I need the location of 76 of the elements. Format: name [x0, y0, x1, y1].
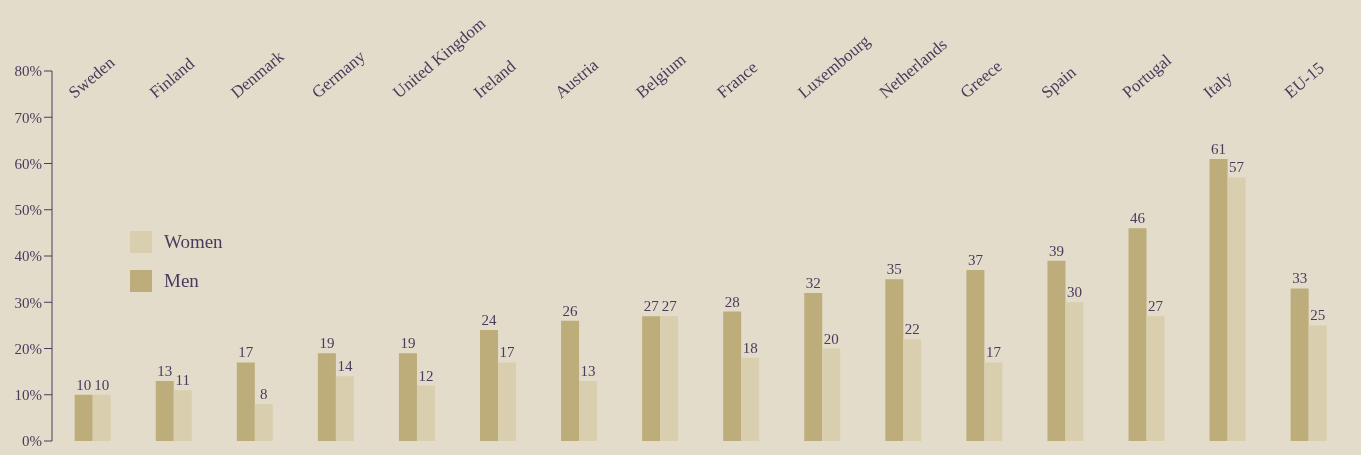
y-tick-label: 80%	[14, 63, 42, 80]
y-tick-label: 10%	[14, 387, 42, 404]
bar	[741, 357, 760, 441]
y-tick-label: 20%	[14, 340, 42, 357]
data-label: 46	[1130, 210, 1146, 227]
bar	[92, 394, 111, 441]
bar	[236, 362, 255, 441]
bar	[966, 269, 985, 441]
data-label: 13	[157, 362, 173, 379]
data-label: 19	[400, 335, 416, 352]
y-tick-label: 70%	[14, 109, 42, 126]
data-label: 32	[805, 275, 821, 291]
data-label: 22	[904, 321, 920, 338]
bar	[561, 320, 580, 441]
data-label: 25	[1310, 307, 1326, 324]
data-label: 17	[238, 344, 254, 361]
bar	[822, 348, 841, 441]
data-label: 19	[319, 335, 335, 352]
data-label: 13	[580, 362, 596, 379]
data-label: 20	[823, 330, 839, 347]
bar	[984, 362, 1003, 441]
data-label: 30	[1066, 284, 1082, 301]
bar	[74, 394, 93, 441]
bar	[254, 404, 273, 441]
y-tick-label: 0%	[22, 433, 42, 450]
bar	[1128, 228, 1147, 441]
bar	[660, 316, 679, 441]
bar	[903, 339, 922, 441]
y-tick-label: 40%	[14, 248, 42, 265]
data-label: 28	[724, 293, 740, 310]
bar	[498, 362, 517, 441]
legend-label: Women	[164, 230, 223, 253]
bar	[1065, 302, 1084, 441]
data-label: 12	[418, 367, 434, 384]
bar	[885, 279, 904, 441]
data-label: 18	[742, 339, 758, 356]
data-label: 39	[1048, 242, 1064, 259]
data-label: 11	[175, 372, 190, 389]
data-label: 37	[967, 251, 984, 268]
bar	[804, 293, 823, 441]
bar	[579, 380, 598, 441]
data-label: 24	[481, 312, 498, 328]
bar	[480, 330, 499, 441]
bar	[416, 385, 435, 441]
data-label: 10	[76, 376, 92, 393]
data-label: 26	[562, 302, 579, 319]
legend-label: Men	[164, 269, 199, 292]
data-label: 27	[1148, 298, 1164, 315]
data-label: 17	[499, 344, 516, 361]
bar	[1227, 177, 1246, 441]
bar	[155, 380, 174, 441]
x-tick-label: Italy	[1199, 67, 1237, 103]
data-label: 14	[337, 358, 353, 375]
data-label: 57	[1229, 159, 1245, 176]
bar	[335, 376, 354, 441]
bar	[723, 311, 742, 441]
bar	[173, 390, 192, 441]
bar	[1146, 316, 1165, 441]
bar	[642, 316, 661, 441]
data-label: 10	[94, 376, 110, 393]
bar	[1290, 288, 1309, 441]
data-label: 33	[1292, 270, 1308, 287]
y-tick-label: 60%	[14, 155, 42, 172]
data-label: 17	[985, 344, 1002, 361]
bar	[398, 353, 417, 441]
y-tick-label: 30%	[14, 294, 42, 311]
bar	[1308, 325, 1327, 441]
y-tick-label: 50%	[14, 202, 42, 219]
data-label: 27	[643, 298, 660, 315]
bar	[1209, 158, 1228, 441]
data-label: 27	[661, 298, 678, 315]
data-label: 8	[260, 386, 268, 402]
bar	[1047, 260, 1066, 441]
bar	[317, 353, 336, 441]
data-label: 61	[1211, 140, 1227, 157]
data-label: 35	[886, 261, 902, 278]
